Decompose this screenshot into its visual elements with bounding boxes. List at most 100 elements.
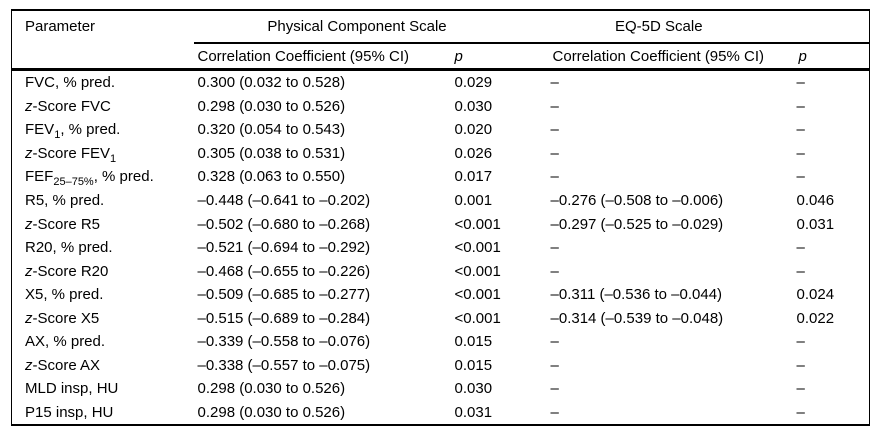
- pcs-p-cell: <0.001: [454, 286, 501, 304]
- eq-p-cell: –: [796, 121, 805, 139]
- table-row: z-Score R5 –0.502 (–0.680 to –0.268) <0.00…: [12, 212, 870, 236]
- eq-p-cell: –: [796, 168, 805, 186]
- p-value-label: p: [798, 47, 807, 65]
- table-header: Parameter Physical Component Scale EQ-5D…: [11, 10, 870, 71]
- table-row: R20, % pred. –0.521 (–0.694 to –0.292) <0.…: [12, 236, 870, 260]
- param-cell: z-Score FVC: [12, 95, 194, 119]
- pcs-corr-cell: 0.298 (0.030 to 0.526): [197, 403, 346, 421]
- correlation-table: Parameter Physical Component Scale EQ-5D…: [11, 9, 871, 427]
- pcs-p-cell: 0.030: [454, 97, 493, 115]
- param-text: FEF: [25, 168, 54, 186]
- pcs-p-cell: 0.015: [454, 333, 493, 351]
- table-row: z-Score FEV1 0.305 (0.038 to 0.531) 0.026–…: [12, 142, 870, 166]
- param-text: AX, % pred.: [25, 333, 106, 351]
- table-row: X5, % pred. –0.509 (–0.685 to –0.277) <0.0…: [12, 283, 870, 307]
- pcs-p-cell: 0.020: [454, 121, 493, 139]
- pcs-corr-cell: 0.298 (0.030 to 0.526): [197, 380, 346, 398]
- param-subscript: 1: [54, 129, 61, 142]
- param-text: R5, % pred.: [25, 192, 105, 209]
- eq-corr-cell: –: [550, 403, 559, 421]
- table-row: MLD insp, HU 0.298 (0.030 to 0.526) 0.030 –…: [12, 377, 870, 401]
- param-italic: z: [25, 262, 33, 280]
- table-row: AX, % pred. –0.339 (–0.558 to –0.076) 0.01…: [12, 330, 870, 354]
- param-text: -Score FVC: [32, 97, 111, 115]
- eq-p-cell: –: [796, 144, 805, 162]
- param-cell: R5, % pred.: [12, 189, 194, 213]
- group-header-eq5d-scale: EQ-5D Scale: [548, 10, 870, 44]
- table-row: P15 insp, HU 0.298 (0.030 to 0.526) 0.031 –…: [12, 401, 870, 426]
- pcs-p-cell: <0.001: [454, 262, 501, 280]
- column-header-parameter: Parameter: [11, 10, 194, 71]
- param-cell: z-Score X5: [12, 306, 194, 330]
- column-header-pcs-correlation: Correlation Coefficient (95% CI): [193, 43, 452, 71]
- param-text: -Score FEV: [32, 144, 111, 162]
- param-text: -Score R5: [32, 215, 101, 233]
- param-text: FVC, % pred.: [25, 74, 116, 92]
- eq-p-cell: –: [796, 74, 805, 92]
- eq-p-cell: –: [796, 97, 805, 115]
- table-row: R5, % pred. –0.448 (–0.641 to –0.202) 0.00…: [12, 189, 870, 213]
- param-cell: R20, % pred.: [12, 236, 194, 260]
- eq-corr-cell: –: [550, 121, 559, 139]
- pcs-corr-cell: –0.502 (–0.680 to –0.268): [197, 215, 371, 233]
- pcs-corr-cell: 0.328 (0.063 to 0.550): [197, 168, 346, 186]
- group-header-physical-component-scale: Physical Component Scale: [193, 10, 549, 44]
- eq-corr-cell: –: [550, 74, 559, 92]
- pcs-corr-cell: –0.339 (–0.558 to –0.076): [197, 333, 371, 351]
- pcs-corr-cell: –0.448 (–0.641 to –0.202): [197, 192, 371, 209]
- eq-corr-cell: –: [550, 144, 559, 162]
- eq-corr-cell: –: [550, 168, 559, 186]
- eq-corr-cell: –: [550, 356, 559, 374]
- param-text: , % pred.: [93, 168, 154, 186]
- eq-corr-cell: –: [550, 97, 559, 115]
- param-text: FEV: [25, 121, 55, 139]
- pcs-p-cell: 0.001: [454, 192, 493, 209]
- pcs-p-cell: <0.001: [454, 309, 501, 327]
- param-italic: z: [25, 144, 33, 162]
- pcs-corr-cell: –0.521 (–0.694 to –0.292): [197, 239, 371, 257]
- param-cell: FVC, % pred.: [12, 70, 194, 95]
- pcs-p-cell: 0.030: [454, 380, 493, 398]
- pcs-corr-cell: –0.509 (–0.685 to –0.277): [197, 286, 371, 304]
- pcs-corr-cell: –0.515 (–0.689 to –0.284): [197, 309, 371, 327]
- eq-p-cell: –: [796, 262, 805, 280]
- pcs-p-cell: <0.001: [454, 215, 501, 233]
- param-text: , % pred.: [60, 121, 121, 139]
- column-header-pcs-p: p: [451, 43, 549, 71]
- param-cell: FEF25–75%, % pred.: [12, 165, 194, 189]
- param-subscript: 25–75%: [53, 176, 94, 189]
- table-row: FEV1, % pred. 0.320 (0.054 to 0.543) 0.020…: [12, 118, 870, 142]
- table-row: FEF25–75%, % pred. 0.328 (0.063 to 0.550)…: [12, 165, 870, 189]
- param-cell: AX, % pred.: [12, 330, 194, 354]
- table-row: FVC, % pred. 0.300 (0.032 to 0.528) 0.029 –…: [12, 70, 870, 95]
- pcs-p-cell: 0.029: [454, 74, 493, 92]
- eq-corr-cell: –: [550, 262, 559, 280]
- pcs-corr-cell: –0.338 (–0.557 to –0.075): [197, 356, 371, 374]
- eq-p-cell: 0.022: [796, 309, 835, 327]
- param-cell: MLD insp, HU: [12, 377, 194, 401]
- table-body: FVC, % pred. 0.300 (0.032 to 0.528) 0.029 –…: [12, 70, 870, 426]
- table-row: z-Score R20 –0.468 (–0.655 to –0.226) <0.0…: [12, 259, 870, 283]
- param-text: MLD insp, HU: [25, 380, 119, 398]
- eq-p-cell: –: [796, 403, 805, 421]
- param-text: -Score AX: [32, 356, 101, 374]
- param-subscript: 1: [110, 152, 117, 165]
- pcs-p-cell: 0.015: [454, 356, 493, 374]
- param-cell: z-Score AX: [12, 354, 194, 378]
- eq-p-cell: –: [796, 333, 805, 351]
- param-text: -Score X5: [32, 309, 100, 327]
- column-header-eq-correlation: Correlation Coefficient (95% CI): [548, 43, 796, 71]
- group-header-row: Parameter Physical Component Scale EQ-5D…: [11, 10, 870, 71]
- table-row: z-Score AX –0.338 (–0.557 to –0.075) 0.015…: [12, 354, 870, 378]
- pcs-corr-cell: 0.320 (0.054 to 0.543): [197, 121, 346, 139]
- pcs-p-cell: 0.026: [454, 144, 493, 162]
- pcs-p-cell: 0.031: [454, 403, 493, 421]
- eq-p-cell: –: [796, 239, 805, 257]
- sub-header-row: Correlation Coefficient (95% CI) p Corre…: [12, 43, 870, 71]
- column-header-eq-p: p: [795, 43, 870, 71]
- eq-corr-cell: –: [550, 380, 559, 398]
- param-cell: z-Score R5: [12, 212, 194, 236]
- param-italic: z: [25, 356, 33, 374]
- param-cell: z-Score FEV1: [12, 142, 194, 166]
